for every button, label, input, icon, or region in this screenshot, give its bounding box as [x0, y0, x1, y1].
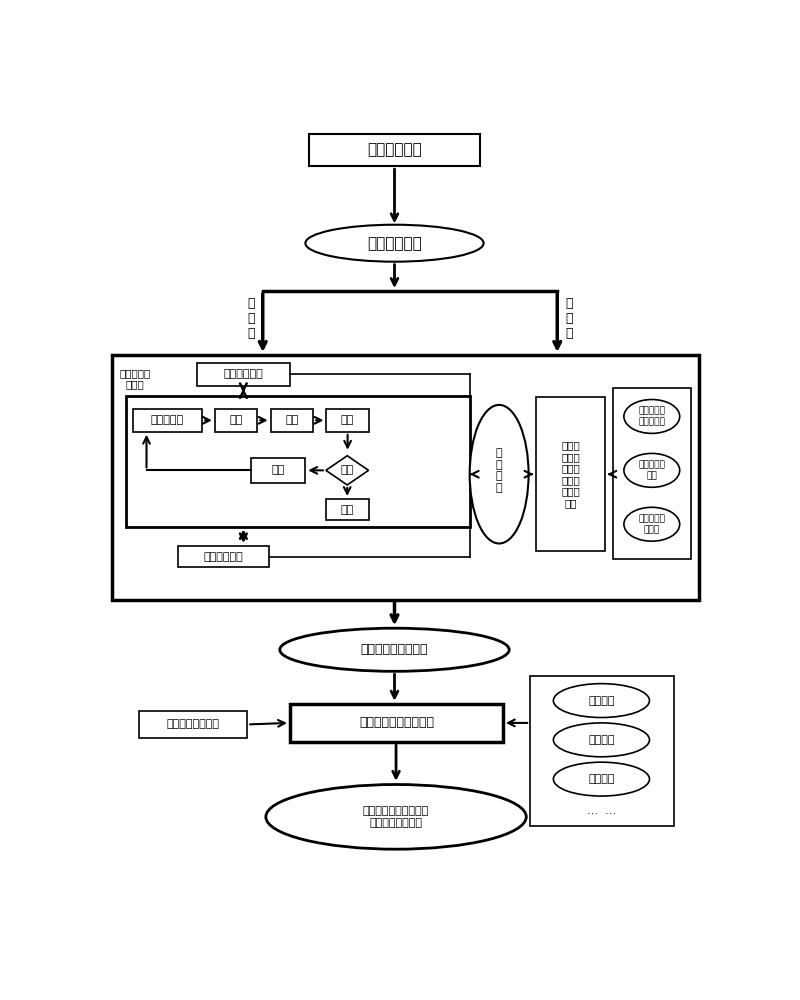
Text: 绿色性能不确定性分析: 绿色性能不确定性分析 [359, 716, 434, 729]
Text: 原材料获取: 原材料获取 [151, 415, 184, 425]
Ellipse shape [470, 405, 529, 544]
Text: 考虑不确定性因素的绿
色性能综合评价值: 考虑不确定性因素的绿 色性能综合评价值 [363, 806, 429, 828]
Ellipse shape [624, 400, 680, 433]
Text: 环境与
经济效
益相互
关系及
重要性
解释: 环境与 经济效 益相互 关系及 重要性 解释 [561, 440, 580, 508]
Text: 环境与经济
权重: 环境与经济 权重 [638, 461, 666, 480]
Text: 回收: 回收 [272, 465, 285, 475]
Ellipse shape [624, 507, 680, 541]
Text: 经济数据获取: 经济数据获取 [223, 369, 263, 379]
FancyBboxPatch shape [214, 409, 258, 432]
Text: 综合效益评
价指标: 综合效益评 价指标 [638, 515, 666, 534]
FancyBboxPatch shape [138, 711, 247, 738]
Text: 社会因素: 社会因素 [588, 774, 614, 784]
Ellipse shape [554, 723, 650, 757]
Text: 环境与经济
潜在影响值: 环境与经济 潜在影响值 [638, 407, 666, 426]
FancyBboxPatch shape [290, 704, 503, 742]
Ellipse shape [624, 453, 680, 487]
Text: 环
境
性: 环 境 性 [247, 297, 255, 340]
Ellipse shape [554, 684, 650, 718]
Text: 绿色性能量
化分析: 绿色性能量 化分析 [119, 368, 150, 390]
FancyBboxPatch shape [112, 355, 699, 600]
FancyBboxPatch shape [310, 134, 480, 166]
Text: …  …: … … [586, 806, 616, 816]
Text: 使用情况: 使用情况 [588, 696, 614, 706]
Ellipse shape [554, 762, 650, 796]
Text: 制造: 制造 [230, 415, 242, 425]
FancyBboxPatch shape [133, 409, 202, 432]
FancyBboxPatch shape [126, 396, 470, 527]
Text: 判定: 判定 [341, 465, 354, 475]
FancyBboxPatch shape [530, 676, 674, 826]
Text: 使用: 使用 [341, 415, 354, 425]
Polygon shape [326, 456, 369, 485]
FancyBboxPatch shape [326, 409, 369, 432]
Text: 功能结构映射: 功能结构映射 [367, 143, 422, 158]
Ellipse shape [306, 225, 484, 262]
Text: 模糊数学处理方法: 模糊数学处理方法 [166, 719, 219, 729]
Text: 结构单元实例: 结构单元实例 [367, 236, 422, 251]
FancyBboxPatch shape [536, 397, 605, 551]
Text: 运输: 运输 [285, 415, 298, 425]
Text: 清
单
数
据: 清 单 数 据 [496, 448, 502, 493]
FancyBboxPatch shape [270, 409, 313, 432]
Ellipse shape [266, 785, 526, 849]
FancyBboxPatch shape [197, 363, 290, 386]
Text: 废弃: 废弃 [341, 505, 354, 515]
Text: 相关技术: 相关技术 [588, 735, 614, 745]
FancyBboxPatch shape [613, 388, 690, 559]
Text: 环境数据获取: 环境数据获取 [203, 552, 243, 562]
FancyBboxPatch shape [251, 458, 306, 483]
Ellipse shape [280, 628, 509, 671]
Text: 经
济
性: 经 济 性 [565, 297, 573, 340]
Text: 绿色性能综合评价值: 绿色性能综合评价值 [361, 643, 428, 656]
FancyBboxPatch shape [178, 546, 269, 567]
FancyBboxPatch shape [326, 499, 369, 520]
